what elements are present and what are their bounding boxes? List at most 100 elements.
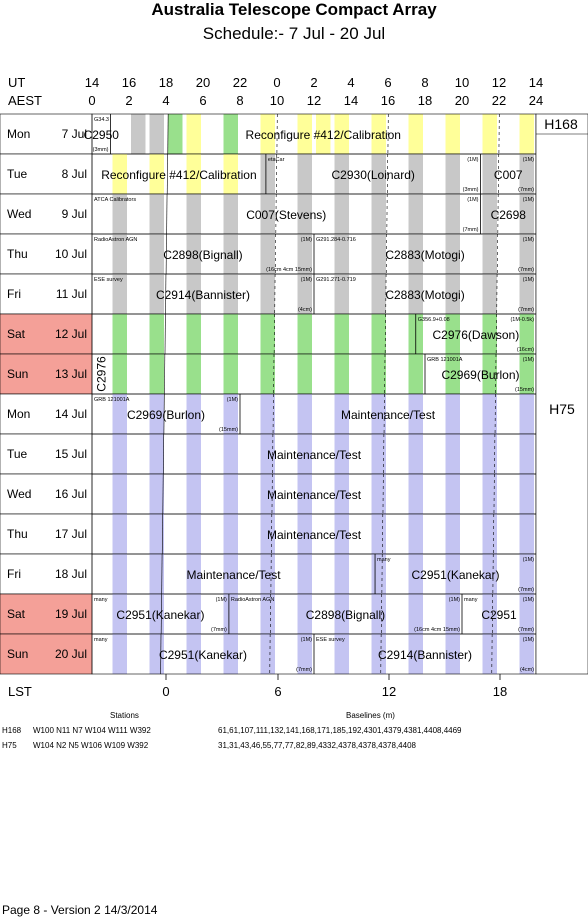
hour-stripe xyxy=(223,114,238,154)
aest-tick-label: 16 xyxy=(381,93,395,108)
hour-stripe xyxy=(223,274,238,314)
aest-tick-label: 2 xyxy=(125,93,132,108)
block-name: Maintenance/Test xyxy=(267,488,362,502)
hour-stripe xyxy=(297,274,312,314)
block-source: GRB 121001A xyxy=(427,357,463,363)
hour-stripe xyxy=(260,114,275,154)
hour-stripe xyxy=(112,474,127,514)
hour-stripe xyxy=(371,394,386,434)
ut-label: UT xyxy=(8,75,25,90)
hour-stripe xyxy=(223,434,238,474)
hour-stripe xyxy=(334,394,349,434)
hour-stripe xyxy=(482,634,497,674)
hour-stripe xyxy=(149,514,164,554)
block-band: (7mm) xyxy=(463,227,479,233)
block-band: (7mm) xyxy=(518,627,534,633)
hour-stripe xyxy=(316,114,331,154)
hour-stripe xyxy=(445,234,460,274)
hour-stripe xyxy=(260,474,275,514)
ut-tick-label: 14 xyxy=(85,75,99,90)
hour-stripe xyxy=(445,434,460,474)
hour-stripe xyxy=(371,514,386,554)
block-band: (3mm) xyxy=(463,187,479,193)
config-name-h168: H168 xyxy=(2,726,22,735)
hour-stripe xyxy=(297,114,312,154)
day-date: 20 Jul xyxy=(55,647,87,661)
hour-stripe xyxy=(445,514,460,554)
block-band: (7mm) xyxy=(518,587,534,593)
hour-stripe xyxy=(260,394,275,434)
hour-stripe xyxy=(445,114,460,154)
hour-stripe xyxy=(519,354,534,394)
block-name: C2951(Kanekar) xyxy=(159,648,247,662)
hour-stripe xyxy=(334,434,349,474)
hour-stripe xyxy=(482,594,497,634)
hour-stripe xyxy=(260,234,275,274)
hour-stripe xyxy=(519,234,534,274)
hour-stripe xyxy=(519,634,534,674)
hour-stripe xyxy=(445,394,460,434)
block-name: C2883(Motogi) xyxy=(385,248,464,262)
block-name: C2951 xyxy=(481,608,517,622)
hour-stripe xyxy=(297,394,312,434)
block-name: Maintenance/Test xyxy=(186,568,281,582)
hour-stripe xyxy=(223,634,238,674)
ut-tick-label: 14 xyxy=(529,75,543,90)
hour-stripe xyxy=(186,554,201,594)
aest-label: AEST xyxy=(8,93,42,108)
hour-stripe xyxy=(149,554,164,594)
block-name: C2883(Motogi) xyxy=(385,288,464,302)
day-of-week: Sat xyxy=(7,327,26,341)
hour-stripe xyxy=(260,594,275,634)
hour-stripe xyxy=(149,354,164,394)
day-of-week: Thu xyxy=(7,247,28,261)
block-name: C2898(Bignall) xyxy=(306,608,385,622)
block-correlator: (1M) xyxy=(467,157,478,163)
hour-stripe xyxy=(482,274,497,314)
ut-tick-label: 16 xyxy=(122,75,136,90)
block-source: many xyxy=(94,637,108,643)
hour-stripe xyxy=(334,114,349,154)
lst-tick-label: 12 xyxy=(382,684,396,699)
block-name: C2976(Dawson) xyxy=(433,328,520,342)
hour-stripe xyxy=(260,314,275,354)
block-correlator: (1M) xyxy=(523,197,534,203)
hour-stripe xyxy=(297,514,312,554)
hour-stripe xyxy=(186,634,201,674)
ut-tick-label: 22 xyxy=(233,75,247,90)
ut-tick-label: 12 xyxy=(492,75,506,90)
page-footer: Page 8 - Version 2 14/3/2014 xyxy=(2,903,158,917)
day-of-week: Wed xyxy=(7,207,31,221)
block-band: (15mm) xyxy=(219,427,238,433)
hour-stripe xyxy=(445,474,460,514)
block-name: Reconfigure #412/Calibration xyxy=(246,128,401,142)
day-date: 7 Jul xyxy=(62,127,87,141)
hour-stripe xyxy=(223,594,238,634)
hour-stripe xyxy=(519,114,534,154)
hour-stripe xyxy=(482,194,497,234)
block-correlator: (1M) xyxy=(523,557,534,563)
ut-tick-label: 6 xyxy=(384,75,391,90)
hour-stripe xyxy=(186,394,201,434)
block-band: (16cm 4cm 15mm) xyxy=(266,267,312,273)
hour-stripe xyxy=(482,554,497,594)
day-cell-0 xyxy=(0,113,93,155)
hour-stripe xyxy=(297,154,312,194)
hour-stripe xyxy=(334,274,349,314)
config-column xyxy=(535,113,588,675)
hour-stripe xyxy=(371,194,386,234)
hour-stripe xyxy=(482,154,497,194)
stations-h75: W104 N2 N5 W106 W109 W392 xyxy=(33,741,149,750)
hour-stripe xyxy=(334,154,349,194)
hour-stripe xyxy=(112,274,127,314)
hour-stripe xyxy=(445,594,460,634)
hour-stripe xyxy=(445,194,460,234)
hour-stripe xyxy=(519,514,534,554)
block-name: C2898(Bignall) xyxy=(163,248,242,262)
hour-stripe xyxy=(223,234,238,274)
hour-stripe xyxy=(186,354,201,394)
day-of-week: Thu xyxy=(7,527,28,541)
hour-stripe xyxy=(260,194,275,234)
block-source: G356.9+0.08 xyxy=(418,317,450,323)
ut-tick-label: 20 xyxy=(196,75,210,90)
